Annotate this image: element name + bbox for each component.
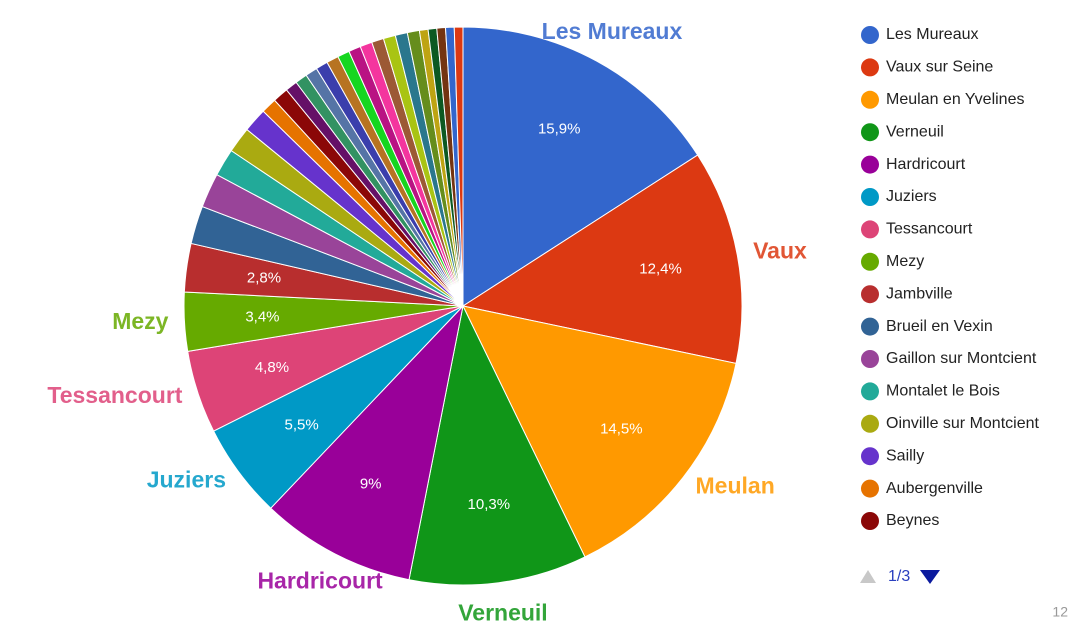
legend-next[interactable] bbox=[920, 570, 940, 584]
legend-label: Beynes bbox=[886, 512, 939, 529]
legend-label: Brueil en Vexin bbox=[886, 318, 993, 335]
pie-slice bbox=[461, 154, 743, 365]
legend-swatch bbox=[861, 414, 879, 433]
pie-slice bbox=[462, 26, 699, 307]
legend-swatch bbox=[861, 285, 879, 304]
value-label: 3,4% bbox=[245, 308, 279, 325]
legend-swatch bbox=[861, 155, 879, 174]
value-label: 14,5% bbox=[600, 421, 643, 438]
legend-label: Mezy bbox=[886, 253, 924, 270]
pie-slice bbox=[462, 305, 737, 558]
value-label: 4,8% bbox=[255, 359, 289, 376]
legend-prev[interactable] bbox=[860, 570, 876, 583]
legend-label: Montalet le Bois bbox=[886, 383, 1000, 400]
value-label: 5,5% bbox=[285, 417, 319, 434]
pie-slice bbox=[270, 304, 464, 581]
slice-label: Hardricourt bbox=[257, 567, 383, 593]
legend-swatch bbox=[861, 512, 879, 530]
legend-label: Verneuil bbox=[886, 123, 944, 140]
legend-swatch bbox=[861, 220, 879, 239]
legend-swatch bbox=[861, 26, 879, 44]
legend-label: Aubergenville bbox=[886, 480, 983, 497]
legend-swatch bbox=[861, 479, 879, 498]
legend-swatch bbox=[861, 123, 879, 142]
value-label: 2,8% bbox=[247, 269, 281, 286]
legend-swatch bbox=[861, 382, 879, 401]
value-label: 10,3% bbox=[468, 496, 511, 513]
slice-label: Juziers bbox=[147, 467, 226, 493]
slice-label: Mezy bbox=[112, 308, 168, 334]
legend-swatch bbox=[861, 252, 879, 271]
legend-swatch bbox=[861, 90, 879, 109]
value-label: 15,9% bbox=[538, 121, 581, 138]
legend-label: Meulan en Yvelines bbox=[886, 91, 1024, 108]
legend-label: Jambville bbox=[886, 285, 953, 302]
legend-label: Hardricourt bbox=[886, 156, 966, 173]
legend-label: Juziers bbox=[886, 188, 937, 205]
legend-swatch bbox=[861, 58, 879, 77]
legend-label: Oinville sur Montcient bbox=[886, 415, 1040, 432]
legend-swatch bbox=[861, 350, 879, 368]
value-label: 12,4% bbox=[639, 261, 682, 278]
legend-label: Les Mureaux bbox=[886, 26, 979, 43]
slice-label: Les Mureaux bbox=[542, 18, 683, 44]
legend-label: Sailly bbox=[886, 447, 924, 464]
slice-label: Vaux bbox=[753, 238, 807, 264]
page-number: 12 bbox=[1052, 604, 1068, 620]
legend-swatch bbox=[861, 447, 879, 466]
legend-label: Tessancourt bbox=[886, 221, 973, 238]
legend-label: Gaillon sur Montcient bbox=[886, 350, 1037, 367]
value-label: 9% bbox=[360, 475, 382, 492]
legend-swatch bbox=[861, 188, 879, 206]
pie-slice bbox=[408, 304, 586, 586]
slice-label: Meulan bbox=[696, 473, 775, 499]
slice-label: Tessancourt bbox=[47, 382, 182, 408]
legend-swatch bbox=[861, 317, 879, 336]
legend-label: Vaux sur Seine bbox=[886, 59, 993, 76]
slice-label: Verneuil bbox=[458, 600, 547, 626]
pie-slice bbox=[453, 26, 464, 307]
legend-page: 1/3 bbox=[888, 568, 910, 585]
